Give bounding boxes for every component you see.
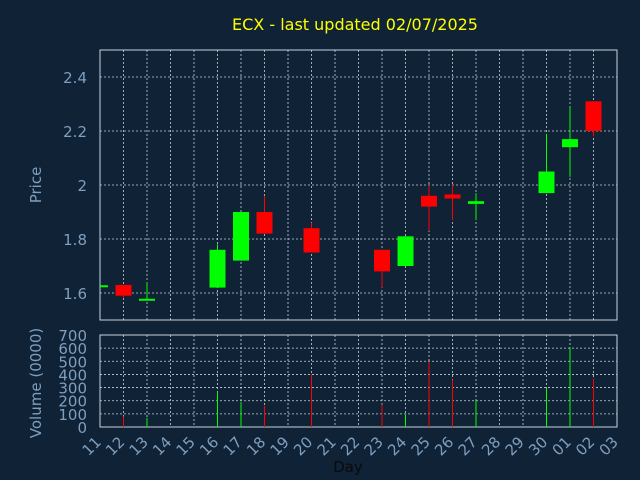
x-tick-label: 26 <box>431 433 457 459</box>
x-tick-label: 25 <box>408 433 434 459</box>
candle-body <box>468 201 484 204</box>
x-tick-label: 01 <box>549 433 575 459</box>
x-tick-label: 03 <box>596 433 622 459</box>
x-tick-label: 24 <box>384 433 410 459</box>
candle-body <box>397 236 414 266</box>
price-tick-label: 1.8 <box>63 231 87 249</box>
volume-tick-label: 0 <box>77 419 87 437</box>
x-tick-label: 14 <box>149 433 175 459</box>
candle-body <box>233 212 249 261</box>
x-tick-label: 12 <box>102 433 128 459</box>
x-tick-label: 29 <box>502 433 528 459</box>
x-tick-label: 18 <box>243 433 269 459</box>
x-tick-label: 20 <box>290 433 316 459</box>
candle-body <box>100 285 108 288</box>
volume-axis-label: Volume (0000) <box>27 328 45 438</box>
candle-body <box>374 249 390 272</box>
x-tick-label: 30 <box>525 433 551 459</box>
volume-tick-label: 300 <box>58 380 87 398</box>
candle-body <box>209 249 226 288</box>
candle-body <box>256 212 273 234</box>
volume-tick-label: 200 <box>58 393 87 411</box>
volume-tick-label: 500 <box>58 353 87 371</box>
candle-body <box>538 171 555 194</box>
candle-body <box>139 298 155 301</box>
volume-tick-label: 700 <box>58 327 87 345</box>
x-tick-label: 02 <box>572 433 598 459</box>
price-tick-label: 2.2 <box>63 123 87 141</box>
candle-body <box>562 139 578 148</box>
x-tick-label: 21 <box>314 433 340 459</box>
candle-body <box>444 194 461 199</box>
x-tick-label: 19 <box>267 433 293 459</box>
price-axis-label: Price <box>27 167 45 204</box>
candle-body <box>115 284 132 296</box>
chart-title: ECX - last updated 02/07/2025 <box>232 15 478 34</box>
x-axis-label: Day <box>333 458 363 476</box>
volume-tick-label: 600 <box>58 340 87 358</box>
x-tick-label: 28 <box>478 433 504 459</box>
x-tick-label: 15 <box>173 433 199 459</box>
volume-tick-label: 100 <box>58 406 87 424</box>
x-tick-label: 27 <box>455 433 481 459</box>
x-tick-label: 13 <box>126 433 152 459</box>
volume-tick-label: 400 <box>58 366 87 384</box>
x-tick-label: 23 <box>361 433 387 459</box>
candle-body <box>585 101 602 131</box>
x-tick-label: 22 <box>337 433 363 459</box>
x-tick-label: 16 <box>196 433 222 459</box>
candle-body <box>421 195 437 207</box>
candle-body <box>303 228 320 253</box>
price-tick-label: 2 <box>77 177 87 195</box>
x-tick-label: 11 <box>79 433 105 459</box>
price-tick-label: 1.6 <box>63 285 87 303</box>
x-tick-label: 17 <box>220 433 246 459</box>
price-tick-label: 2.4 <box>63 69 87 87</box>
